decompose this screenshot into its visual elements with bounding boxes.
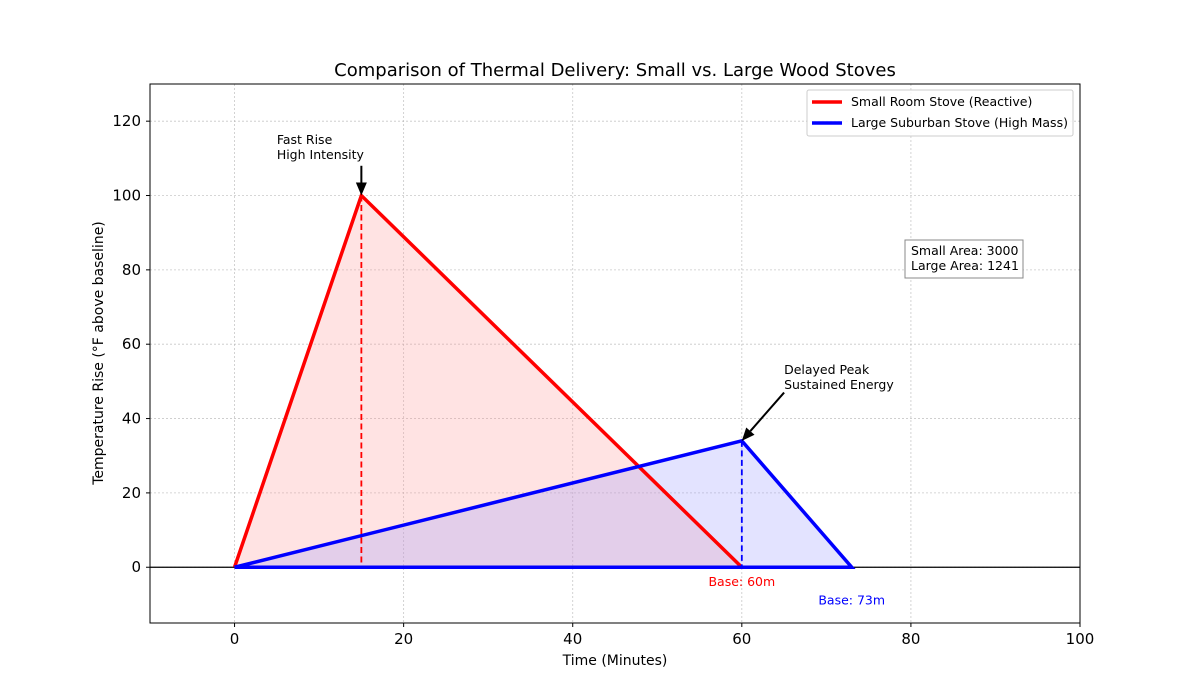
fast-rise-arrow-head bbox=[355, 182, 367, 196]
x-tick-label: 20 bbox=[394, 630, 413, 648]
delayed-peak-annotation-text: Delayed Peak bbox=[784, 362, 870, 377]
chart-title: Comparison of Thermal Delivery: Small vs… bbox=[334, 60, 896, 81]
y-axis-title: Temperature Rise (°F above baseline) bbox=[91, 221, 107, 486]
y-tick-label: 80 bbox=[122, 261, 141, 279]
large-stove-area bbox=[234, 440, 852, 568]
fast-rise-annotation-text: Fast Rise bbox=[277, 132, 333, 147]
delayed-peak-arrow-head bbox=[741, 427, 755, 441]
x-tick-label: 80 bbox=[901, 630, 920, 648]
y-tick-label: 120 bbox=[112, 112, 141, 130]
area-fill-layer bbox=[234, 195, 852, 568]
large-stove-base-label: Base: 73m bbox=[818, 593, 885, 608]
x-tick-label: 60 bbox=[732, 630, 751, 648]
legend: Small Room Stove (Reactive) Large Suburb… bbox=[806, 89, 1074, 137]
y-tick-label: 100 bbox=[112, 187, 141, 205]
delayed-peak-arrow-shaft bbox=[749, 391, 785, 432]
y-tick-label: 40 bbox=[122, 410, 141, 428]
plot-frame bbox=[149, 83, 1081, 624]
delayed-peak-annotation-text: Sustained Energy bbox=[784, 377, 894, 392]
legend-label-large-stove: Large Suburban Stove (High Mass) bbox=[851, 115, 1068, 130]
series-layer bbox=[232, 192, 856, 569]
area-info-box: Small Area: 3000 Large Area: 1241 bbox=[904, 239, 1024, 279]
y-tick-label: 20 bbox=[122, 484, 141, 502]
info-small-area: Small Area: 3000 bbox=[911, 243, 1018, 258]
legend-box bbox=[806, 89, 1074, 137]
legend-label-small-stove: Small Room Stove (Reactive) bbox=[851, 94, 1032, 109]
y-tick-label: 0 bbox=[131, 558, 141, 576]
info-large-area: Large Area: 1241 bbox=[911, 258, 1019, 273]
x-tick-label: 100 bbox=[1066, 630, 1095, 648]
small-stove-base-label: Base: 60m bbox=[708, 574, 775, 589]
tick-layer: 0 20 40 60 80 100 0 20 40 60 80 100 120 bbox=[112, 112, 1094, 648]
large-stove-line bbox=[234, 438, 856, 569]
x-tick-label: 40 bbox=[563, 630, 582, 648]
info-box-frame bbox=[904, 239, 1024, 279]
y-tick-label: 60 bbox=[122, 335, 141, 353]
x-tick-label: 0 bbox=[230, 630, 240, 648]
x-axis-title: Time (Minutes) bbox=[562, 653, 668, 669]
fast-rise-annotation-text: High Intensity bbox=[277, 147, 365, 162]
